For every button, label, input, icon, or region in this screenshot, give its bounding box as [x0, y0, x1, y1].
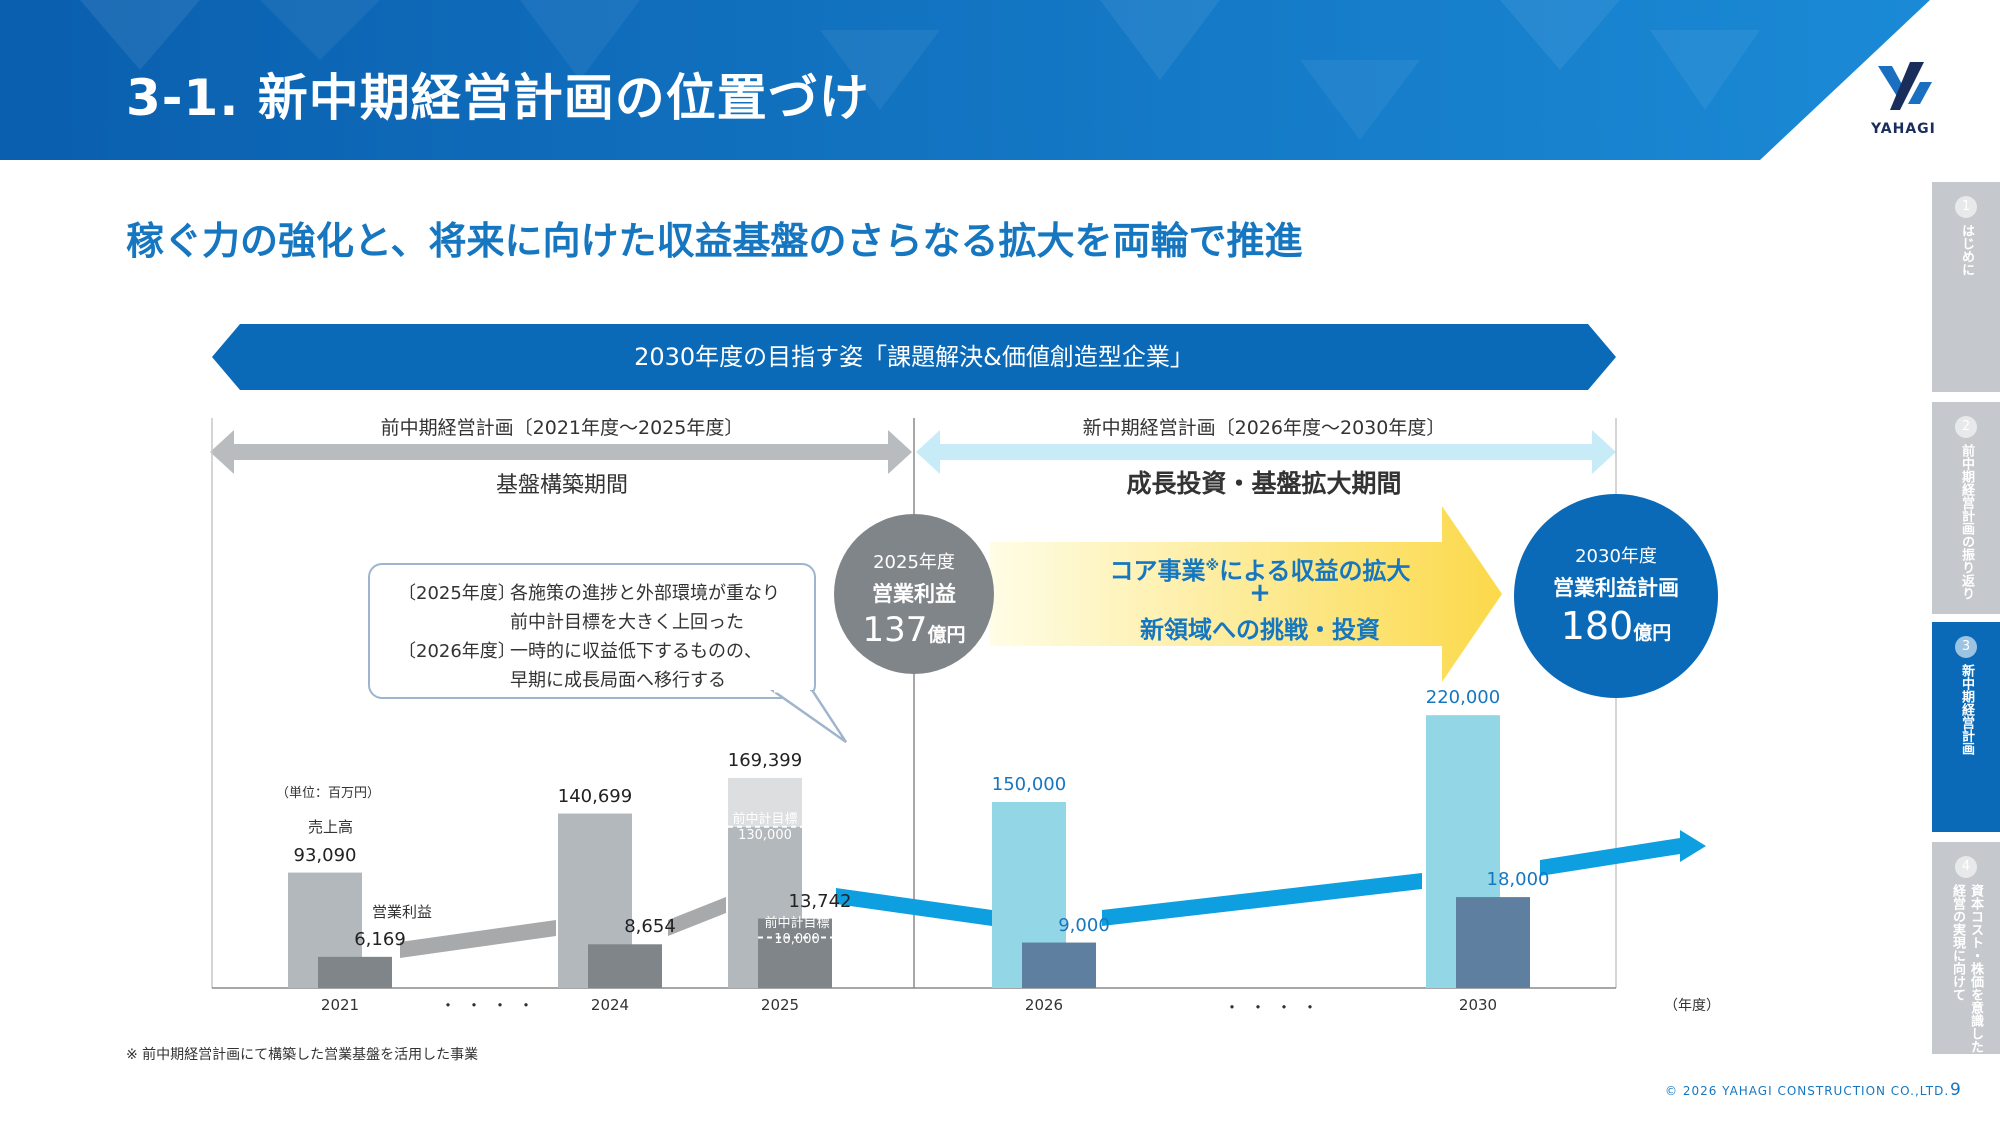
circle-2025-label: 営業利益	[872, 582, 956, 606]
side-tab-2[interactable]: 2 前中期経営計画の振り返り	[1932, 402, 2000, 614]
header-band	[0, 0, 1930, 160]
side-tab-4-label: 資本コスト・株価を意識した経営の実現に向けて	[1950, 884, 1983, 1053]
side-tab-3-active[interactable]: 3 新中期経営計画	[1932, 622, 2000, 832]
previous-plan-title: 前中期経営計画〔2021年度～2025年度〕	[380, 417, 744, 439]
axis-gap-dots-right: ・・・・	[1224, 998, 1329, 1017]
callout-line3: 一時的に収益低下するものの、	[510, 641, 762, 662]
op-series-label: 営業利益	[372, 903, 433, 921]
x-tick-2030: 2030	[1458, 996, 1498, 1014]
circle-2030-operating-income-plan: 2030年度 営業利益計画 180億円	[1514, 494, 1718, 698]
side-tab-4[interactable]: 4 資本コスト・株価を意識した経営の実現に向けて	[1932, 842, 2000, 1054]
prev-target-sales-note: 前中計目標 130,000	[728, 812, 802, 844]
core-line2: 新領域への挑戦・投資	[1140, 616, 1380, 644]
period-arrows	[210, 430, 1616, 474]
chart-unit-label: （単位：百万円）	[276, 786, 381, 801]
circle-2025-unit: 億円	[927, 624, 966, 646]
copyright: © 2026 YAHAGI CONSTRUCTION CO.,LTD.	[1665, 1084, 1950, 1098]
axis-gap-dots-left: ・・・・	[440, 996, 545, 1015]
core-plus: +	[1249, 578, 1271, 608]
prev-target-op-value: 10,000	[774, 932, 820, 947]
label-sales-2024: 140,699	[557, 785, 633, 807]
prev-target-op-note: 前中計目標 10,000	[760, 916, 834, 948]
vision-text: 2030年度の目指す姿「課題解決&価値創造型企業」	[634, 343, 1194, 371]
trend-2024-2025	[668, 897, 726, 936]
prev-target-sales-label: 前中計目標	[732, 812, 798, 827]
trend-2026-2030	[1102, 873, 1422, 926]
bar-sales-2025-excess	[728, 777, 802, 827]
footnote: ※ 前中期経営計画にて構築した営業基盤を活用した事業	[126, 1047, 479, 1063]
callout-line1: 各施策の進捗と外部環境が重なり	[510, 583, 780, 604]
sales-series-label: 売上高	[308, 818, 354, 836]
core-sup: ※	[1205, 558, 1220, 574]
callout-tag-2025: 〔2025年度〕	[398, 583, 516, 604]
side-tab-2-number: 2	[1955, 416, 1977, 438]
label-sales-2026: 150,000	[991, 774, 1067, 795]
label-op-2024: 8,654	[624, 916, 676, 938]
circle-2025-operating-income: 2025年度 営業利益 137億円	[834, 514, 994, 674]
side-tab-3-label: 新中期経営計画	[1959, 664, 1974, 755]
page-number: 9	[1950, 1080, 1961, 1100]
circle-2030-label: 営業利益計画	[1553, 576, 1679, 600]
trend-2021-2024	[400, 920, 556, 958]
bar-op-2024	[588, 944, 662, 988]
x-tick-2021: 2021	[320, 996, 360, 1014]
side-tab-4-number: 4	[1955, 856, 1977, 878]
label-op-2030: 18,000	[1486, 869, 1550, 891]
new-plan-title: 新中期経営計画〔2026年度～2030年度〕	[1082, 417, 1446, 439]
year-unit-label: （年度）	[1664, 998, 1720, 1014]
vision-banner	[212, 324, 1616, 390]
x-tick-2026: 2026	[1024, 996, 1064, 1014]
label-op-2021: 6,169	[354, 928, 406, 950]
yahagi-logo-icon	[1878, 62, 1932, 110]
circle-2025-year: 2025年度	[873, 552, 955, 573]
callout-line4: 早期に成長局面へ移行する	[510, 670, 726, 691]
page-title: 3-1. 新中期経営計画の位置づけ	[126, 69, 870, 127]
label-op-2025: 13,742	[788, 890, 852, 912]
bar-op-2025	[758, 918, 832, 988]
callout-line2: 前中計目標を大きく上回った	[510, 612, 744, 633]
prev-target-op-label: 前中計目標	[764, 916, 830, 931]
label-sales-2030: 220,000	[1425, 687, 1501, 709]
side-tab-1[interactable]: 1 はじめに	[1932, 182, 2000, 392]
trend-2025-2026	[836, 888, 992, 926]
circle-2030-value: 180	[1560, 604, 1634, 648]
core-business-arrow	[990, 506, 1502, 682]
logo-text: YAHAGI	[1871, 121, 1936, 137]
bar-op-2021	[318, 956, 392, 988]
x-tick-2024: 2024	[590, 996, 630, 1014]
side-tab-1-label: はじめに	[1959, 224, 1974, 276]
callout-box: 〔2025年度〕 各施策の進捗と外部環境が重なり 前中計目標を大きく上回った 〔…	[368, 563, 816, 699]
bar-op-2026	[1022, 942, 1096, 988]
circle-2030-unit: 億円	[1633, 622, 1672, 644]
trend-2030-arrow	[1540, 830, 1706, 876]
callout-tag-2026: 〔2026年度〕	[398, 641, 516, 662]
label-op-2026: 9,000	[1058, 914, 1110, 936]
bar-op-2030	[1456, 897, 1530, 988]
circle-2025-value: 137	[862, 610, 928, 650]
core-business-text: コア事業※による収益の拡大	[1070, 551, 1450, 586]
side-tab-2-label: 前中期経営計画の振り返り	[1959, 444, 1974, 600]
label-sales-2025: 169,399	[727, 749, 803, 771]
side-tab-3-number: 3	[1955, 636, 1977, 658]
prev-target-sales-value: 130,000	[738, 828, 792, 843]
previous-phase-label: 基盤構築期間	[495, 473, 628, 498]
side-tab-1-number: 1	[1955, 196, 1977, 218]
x-tick-2025: 2025	[760, 996, 800, 1014]
core-line1-rest: による収益の拡大	[1219, 557, 1411, 585]
callout-pointer	[770, 690, 848, 744]
label-sales-2021: 93,090	[293, 844, 357, 866]
core-line1: コア事業	[1109, 557, 1206, 585]
slide-subtitle: 稼ぐ力の強化と、将来に向けた収益基盤のさらなる拡大を両輪で推進	[126, 219, 1303, 263]
new-phase-label: 成長投資・基盤拡大期間	[1126, 469, 1402, 498]
circle-2030-year: 2030年度	[1575, 546, 1657, 567]
